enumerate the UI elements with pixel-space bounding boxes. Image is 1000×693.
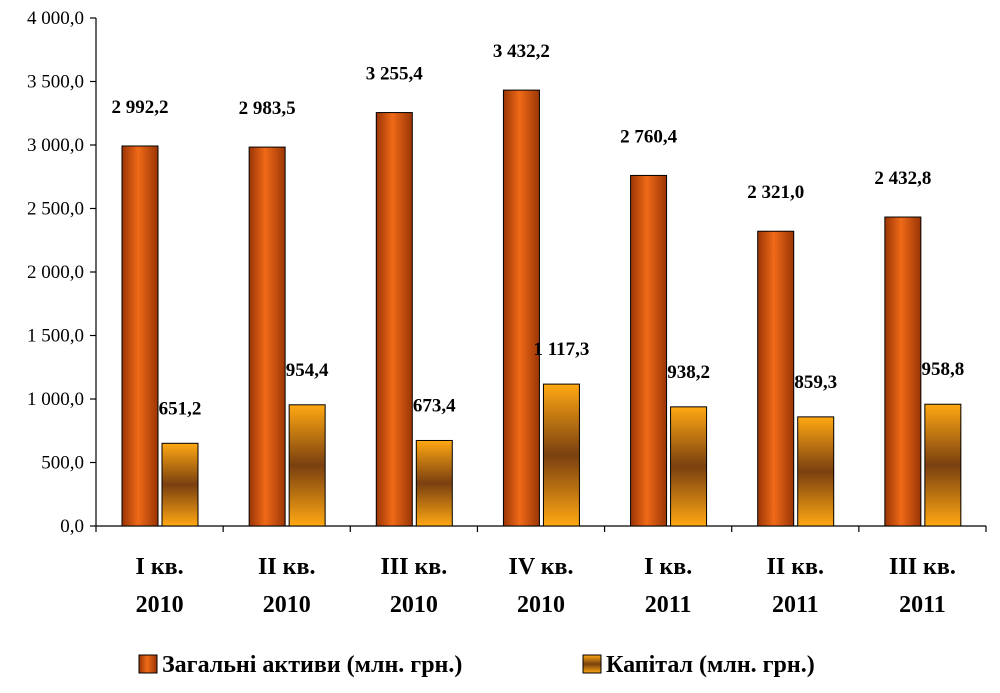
x-tick-label-line: 2011 [772, 592, 819, 618]
legend-swatch [582, 654, 602, 674]
bar-total-assets [502, 89, 540, 527]
bar-capital [924, 403, 962, 527]
x-tick-label-line: 2010 [390, 592, 438, 618]
bar-capital [797, 416, 835, 527]
bar-capital [161, 442, 199, 527]
bars [121, 89, 962, 527]
y-tick-label: 3 500,0 [27, 72, 84, 93]
y-tick-label: 500,0 [41, 453, 84, 474]
x-tick-label-line: III кв. [380, 554, 447, 580]
data-label: 651,2 [159, 398, 202, 419]
bar-total-assets [121, 145, 159, 527]
axes: 0,0 500,0 1 000,0 1 500,0 2 000,0 2 500,0 3 00… [27, 8, 987, 618]
x-tick-label-line: 2010 [517, 592, 565, 618]
bar-total-assets [630, 174, 668, 527]
data-label: 2 760,4 [620, 126, 678, 147]
y-tick-label: 2 500,0 [27, 199, 84, 220]
x-tick-label: I кв. 2010 [136, 554, 184, 618]
x-tick-label-line: III кв. [889, 554, 956, 580]
bar-capital [415, 439, 453, 527]
y-tick-label: 2 000,0 [27, 262, 84, 283]
data-label: 859,3 [794, 372, 837, 393]
data-label: 958,8 [921, 359, 964, 380]
legend-swatch [138, 654, 158, 674]
bar-capital [542, 383, 580, 527]
y-tick-label: 3 000,0 [27, 135, 84, 156]
x-tick-label-line: I кв. [136, 554, 184, 580]
x-tick-label: II кв. 2010 [258, 554, 315, 618]
legend: Загальні активи (млн. грн.) Капітал (млн.… [138, 652, 815, 678]
data-label: 3 432,2 [493, 41, 550, 62]
x-tick-label-line: IV кв. [508, 554, 573, 580]
x-tick-label-line: II кв. [258, 554, 315, 580]
data-label: 2 992,2 [112, 97, 169, 118]
x-tick-label: II кв. 2011 [767, 554, 824, 618]
bar-capital [670, 406, 708, 527]
data-label: 954,4 [286, 360, 329, 381]
x-tick-label: III кв. 2011 [889, 554, 956, 618]
data-label: 673,4 [413, 395, 456, 416]
data-label: 1 117,3 [533, 339, 589, 360]
y-tick-label: 1 000,0 [27, 389, 84, 410]
y-tick-label: 0,0 [60, 516, 84, 537]
x-tick-label-line: 2010 [263, 592, 311, 618]
x-tick-label-line: 2010 [136, 592, 184, 618]
bar-total-assets [375, 112, 413, 527]
data-label: 2 432,8 [874, 168, 931, 189]
legend-label: Загальні активи (млн. грн.) [162, 652, 462, 678]
bar-total-assets [757, 230, 795, 527]
bar-total-assets [248, 146, 286, 527]
x-tick-label-line: 2011 [645, 592, 692, 618]
y-tick-label: 4 000,0 [27, 8, 84, 29]
x-tick-label-line: I кв. [644, 554, 692, 580]
x-tick-label: IV кв. 2010 [508, 554, 573, 618]
x-tick-label-line: 2011 [899, 592, 946, 618]
data-label: 3 255,4 [366, 64, 424, 85]
data-labels: 2 992,2 2 983,5 3 255,4 3 432,2 2 760,4 2 321… [112, 41, 965, 419]
legend-label: Капітал (млн. грн.) [606, 652, 815, 678]
data-label: 938,2 [667, 362, 710, 383]
x-tick-label: III кв. 2010 [380, 554, 447, 618]
x-tick-label-line: II кв. [767, 554, 824, 580]
bar-capital [288, 404, 326, 527]
bar-total-assets [884, 216, 922, 527]
y-tick-label: 1 500,0 [27, 326, 84, 347]
data-label: 2 321,0 [747, 182, 804, 203]
data-label: 2 983,5 [239, 98, 296, 119]
x-tick-label: I кв. 2011 [644, 554, 692, 618]
